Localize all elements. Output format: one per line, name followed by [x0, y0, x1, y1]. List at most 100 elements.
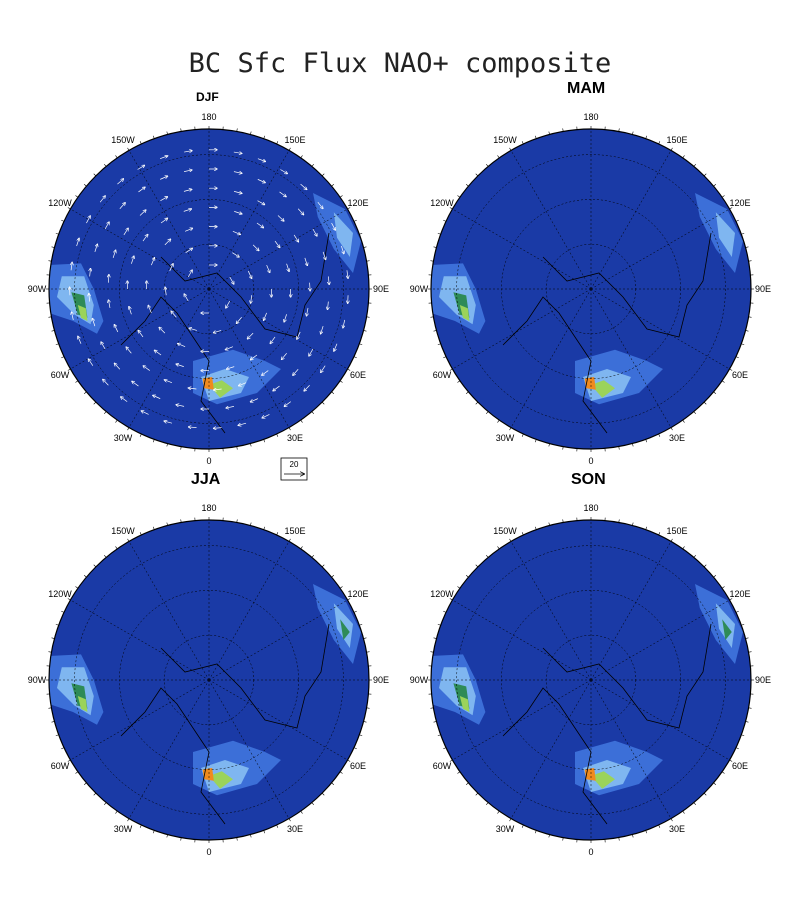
boundary-tick	[548, 834, 550, 838]
boundary-tick	[339, 380, 343, 383]
boundary-tick	[353, 747, 357, 750]
meridian-line	[70, 599, 210, 681]
boundary-tick	[735, 219, 739, 222]
longitude-label: 150E	[284, 526, 305, 536]
boundary-tick	[721, 771, 725, 774]
longitude-label: 150W	[111, 526, 135, 536]
wind-vector	[187, 270, 192, 278]
boundary-tick	[236, 519, 238, 523]
boundary-tick	[693, 554, 697, 558]
coastline	[120, 687, 226, 825]
longitude-label: 60W	[51, 761, 70, 771]
meridian-line	[208, 679, 290, 819]
boundary-tick	[236, 837, 238, 841]
boundary-tick	[288, 427, 291, 431]
coastline	[542, 623, 712, 729]
boundary-tick	[353, 219, 357, 222]
wind-vector	[227, 366, 235, 369]
boundary-tick	[166, 131, 168, 135]
boundary-tick	[465, 574, 469, 578]
boundary-tick	[521, 532, 524, 536]
panel-title-jja: JJA	[191, 471, 221, 488]
wind-vector	[183, 170, 192, 172]
longitude-label: 150W	[493, 135, 517, 145]
longitude-label: 180	[583, 112, 598, 122]
wind-vector	[232, 231, 240, 234]
boundary-tick	[366, 651, 370, 653]
wind-vector	[132, 381, 139, 387]
boundary-tick	[748, 316, 752, 318]
boundary-tick	[127, 538, 130, 542]
latitude-circle	[456, 154, 726, 424]
boundary-tick	[618, 446, 620, 450]
boundary-tick	[61, 356, 65, 359]
boundary-tick	[75, 380, 79, 383]
boundary-tick	[658, 433, 661, 437]
meridian-line	[590, 150, 672, 290]
wind-vector	[159, 327, 166, 334]
wind-vector	[312, 228, 317, 236]
longitude-label: 30E	[669, 824, 685, 834]
boundary-tick	[331, 391, 335, 395]
wind-vector	[247, 332, 254, 339]
wind-vector	[293, 369, 299, 375]
boundary-tick	[534, 135, 537, 139]
boundary-tick	[618, 519, 620, 523]
boundary-tick	[363, 721, 367, 723]
wind-vector	[148, 305, 152, 314]
boundary-tick	[745, 246, 749, 248]
boundary-tick	[363, 246, 367, 248]
boundary-tick	[703, 173, 707, 177]
boundary-tick	[713, 782, 717, 786]
boundary-tick	[139, 824, 142, 828]
longitude-label: 60E	[350, 370, 366, 380]
boundary-tick	[103, 802, 107, 806]
wind-vector	[347, 270, 348, 278]
boundary-tick	[562, 128, 564, 132]
wind-vector	[160, 218, 167, 224]
meridian-line	[590, 541, 672, 681]
boundary-tick	[180, 519, 182, 523]
wind-vector	[114, 325, 119, 333]
wind-vector	[184, 151, 192, 152]
boundary-tick	[359, 343, 363, 346]
boundary-tick	[437, 343, 441, 346]
wind-vector	[176, 405, 185, 407]
boundary-tick	[437, 734, 441, 737]
boundary-tick	[645, 526, 648, 530]
boundary-tick	[127, 818, 130, 822]
boundary-tick	[475, 401, 479, 405]
boundary-tick	[430, 707, 434, 709]
boundary-tick	[449, 598, 453, 601]
boundary-tick	[366, 260, 370, 262]
boundary-tick	[93, 173, 97, 177]
longitude-label: 90E	[373, 675, 389, 685]
boundary-tick	[433, 330, 437, 332]
flux-region-east-asia-mid	[333, 212, 353, 257]
wind-vector	[76, 238, 79, 247]
boundary-tick	[713, 574, 717, 578]
boundary-tick	[363, 330, 367, 332]
longitude-label: 30W	[496, 824, 515, 834]
boundary-tick	[61, 610, 65, 613]
boundary-tick	[748, 707, 752, 709]
meridian-line	[590, 288, 672, 428]
map-panel-son: 180 150E 120E 90E 60E 30E 0 30W 60W 90W 120W 150W	[410, 503, 771, 857]
wind-vector	[103, 379, 109, 386]
wind-vector	[129, 307, 132, 315]
boundary-tick	[276, 433, 279, 437]
wind-vector	[90, 269, 91, 277]
boundary-tick	[236, 128, 238, 132]
boundary-tick	[645, 439, 648, 443]
boundary-tick	[534, 526, 537, 530]
boundary-tick	[67, 598, 71, 601]
boundary-tick	[311, 802, 315, 806]
wind-vector	[304, 257, 307, 266]
boundary-tick	[93, 792, 97, 796]
meridian-line	[70, 208, 210, 290]
wind-vector	[280, 169, 287, 174]
wind-vector	[334, 343, 338, 351]
boundary-tick	[693, 411, 697, 415]
meridian-line	[208, 208, 348, 290]
